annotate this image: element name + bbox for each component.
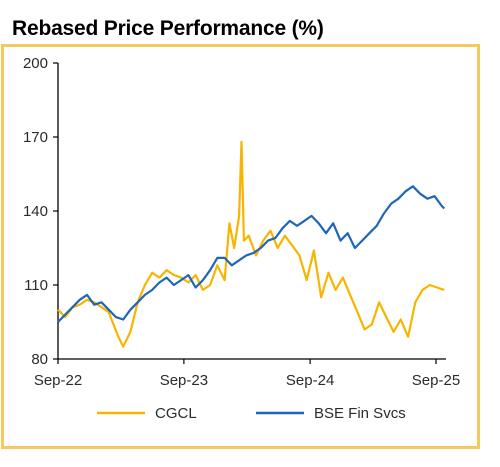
chart-title: Rebased Price Performance (%) [12, 17, 324, 40]
series-line-cgcl [57, 140, 445, 348]
y-tick-label: 80 [31, 351, 48, 368]
x-tick-label: Sep-23 [160, 372, 208, 389]
x-tick-label: Sep-25 [412, 372, 460, 389]
x-tick-label: Sep-22 [34, 372, 82, 389]
y-tick-label: 110 [24, 277, 48, 294]
y-tick-label: 140 [23, 203, 48, 220]
legend-label-cgcl: CGCL [155, 405, 197, 422]
legend-label-bse-fin-svcs: BSE Fin Svcs [314, 405, 406, 422]
y-tick-label: 200 [23, 55, 48, 72]
y-tick-label: 170 [23, 129, 48, 146]
series-line-bse-fin-svcs [57, 185, 446, 323]
chart-frame [1, 44, 480, 449]
x-tick-label: Sep-24 [286, 372, 334, 389]
